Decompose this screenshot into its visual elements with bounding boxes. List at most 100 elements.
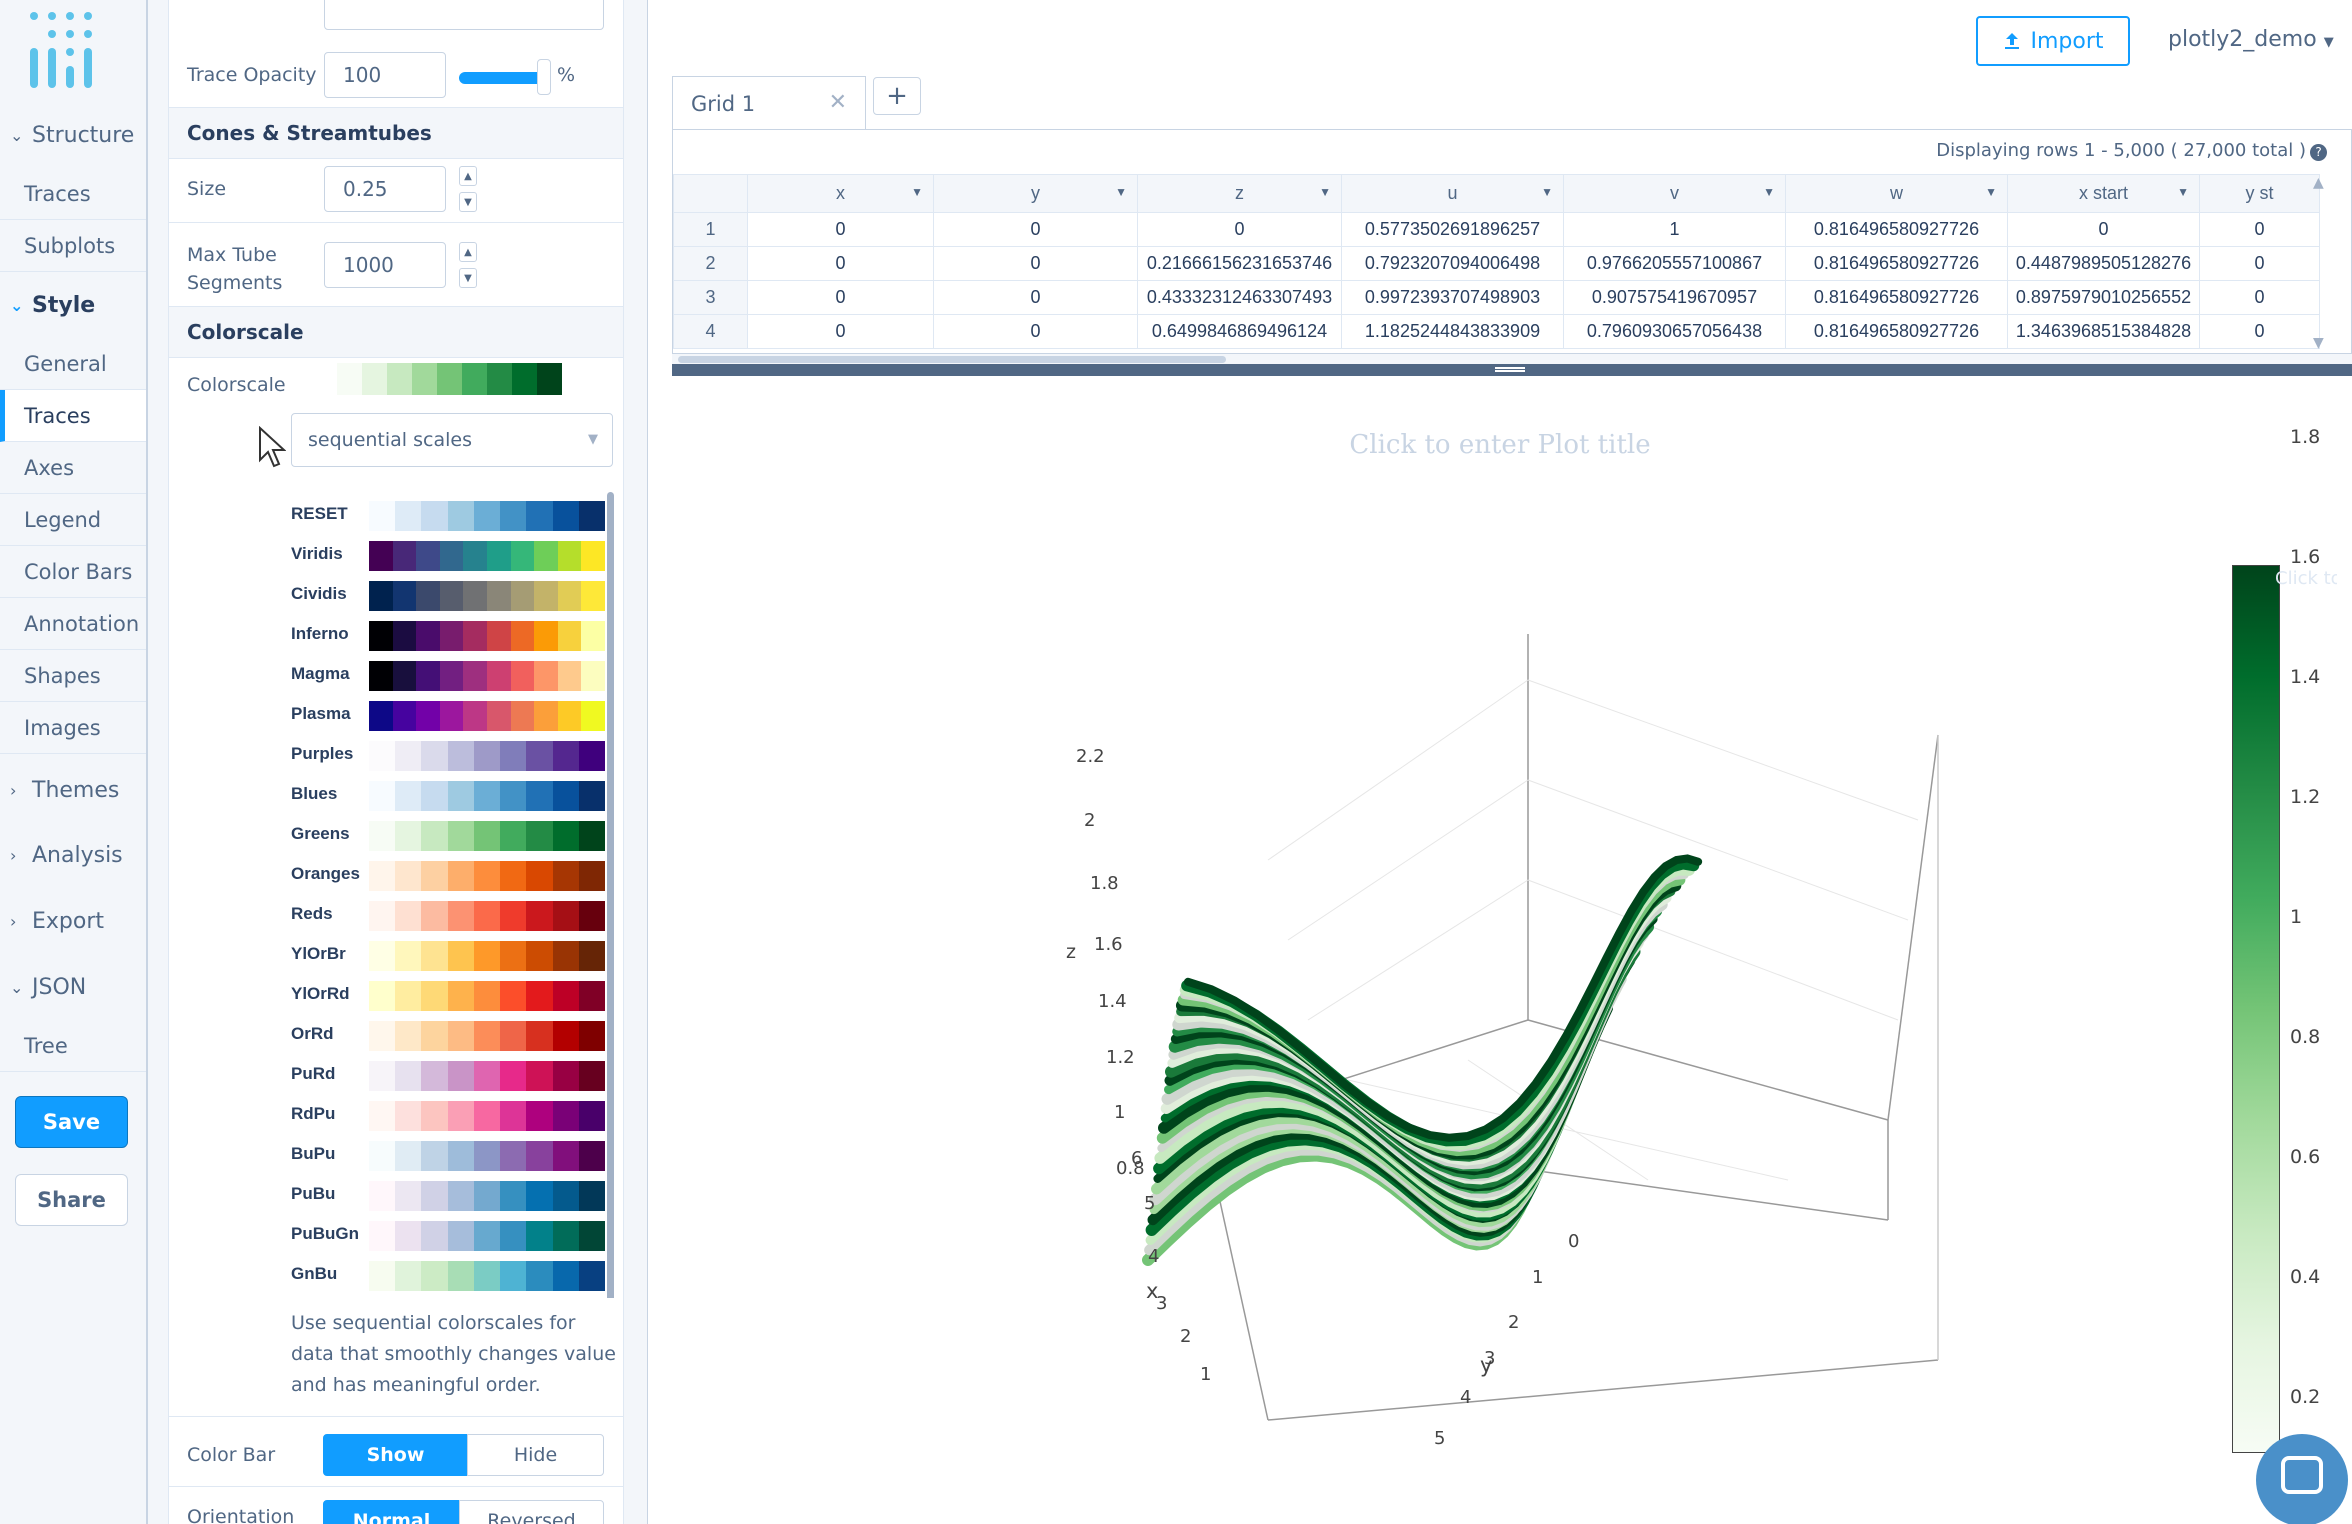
nav-item-axes[interactable]: Axes [0,442,146,494]
table-cell[interactable]: 0.816496580927726 [1785,212,2008,247]
column-header[interactable]: y st [2199,174,2320,213]
table-cell[interactable]: 1.1825244843833909 [1341,314,1564,349]
nav-item-subplots[interactable]: Subplots [0,220,146,272]
colorscale-option[interactable]: Purples [169,736,609,776]
colorscale-option[interactable]: GnBu [169,1256,609,1296]
row-number[interactable]: 3 [673,280,748,315]
table-cell[interactable]: 0 [1137,212,1342,247]
table-cell[interactable]: 0.21666156231653746 [1137,246,1342,281]
filter-icon[interactable]: ▼ [2177,185,2189,199]
table-cell[interactable]: 0 [933,314,1138,349]
filter-icon[interactable]: ▼ [1763,185,1775,199]
table-cell[interactable]: 1 [1563,212,1786,247]
colorscale-option[interactable]: BuPu [169,1136,609,1176]
colorbar[interactable] [2232,565,2280,1453]
table-cell[interactable]: 0 [2199,212,2320,247]
save-button[interactable]: Save [15,1096,128,1148]
column-header[interactable]: x start ▼ [2007,174,2200,213]
table-cell[interactable]: 0 [747,212,934,247]
colorbar-title-placeholder[interactable]: Click to enter Colorscale title [2275,568,2337,589]
table-row[interactable]: 2 0 0 0.21666156231653746 0.7923207094006498… [673,246,2320,281]
max-tube-increment-button[interactable]: ▲ [459,242,477,262]
colorscale-category-dropdown[interactable]: sequential scales ▼ [291,413,613,467]
colorscale-option[interactable]: YlOrBr [169,936,609,976]
table-row[interactable]: 3 0 0 0.43332312463307493 0.9972393707498903… [673,280,2320,315]
previous-input[interactable] [324,0,604,30]
table-cell[interactable]: 0.816496580927726 [1785,314,2008,349]
table-cell[interactable]: 0.6499846869496124 [1137,314,1342,349]
nav-item-color-bars[interactable]: Color Bars [0,546,146,598]
table-cell[interactable]: 0 [933,246,1138,281]
nav-item-images[interactable]: Images [0,702,146,754]
nav-item-structure-traces[interactable]: Traces [0,168,146,220]
table-cell[interactable]: 0.5773502691896257 [1341,212,1564,247]
grid-table[interactable]: x ▼ y ▼ z ▼ u ▼ v ▼ w ▼ x start ▼ y st 1 0 0 0 0.577350269… [673,174,2320,349]
colorscale-option[interactable]: Magma [169,656,609,696]
row-number[interactable]: 4 [673,314,748,349]
colorscale-option[interactable]: Reds [169,896,609,936]
nav-section-style[interactable]: ⌄ Style [0,278,146,332]
column-header[interactable]: v ▼ [1563,174,1786,213]
colorscale-option[interactable]: YlOrRd [169,976,609,1016]
nav-item-annotation[interactable]: Annotation [0,598,146,650]
filter-icon[interactable]: ▼ [911,185,923,199]
column-header[interactable]: y ▼ [933,174,1138,213]
row-number[interactable]: 2 [673,246,748,281]
row-number[interactable]: 1 [673,212,748,247]
colorscale-option[interactable]: Oranges [169,856,609,896]
scroll-down-icon[interactable]: ▼ [2313,335,2324,351]
colorscale-option[interactable]: RdPu [169,1096,609,1136]
table-cell[interactable]: 0.8975979010256552 [2007,280,2200,315]
table-cell[interactable]: 0.7960930657056438 [1563,314,1786,349]
trace-opacity-slider[interactable] [459,72,544,84]
column-header[interactable]: w ▼ [1785,174,2008,213]
size-decrement-button[interactable]: ▼ [459,192,477,212]
table-cell[interactable]: 0 [2199,280,2320,315]
colorscale-option[interactable]: PuRd [169,1056,609,1096]
table-cell[interactable]: 0.7923207094006498 [1341,246,1564,281]
table-cell[interactable]: 0 [2199,314,2320,349]
colorscale-list[interactable]: RESET Viridis Cividis Inferno Magma Plasma Pur… [169,482,623,1298]
colorscale-section-header[interactable]: Colorscale [169,306,623,358]
scrollbar-thumb[interactable] [678,356,1226,363]
size-increment-button[interactable]: ▲ [459,166,477,186]
table-row[interactable]: 1 0 0 0 0.5773502691896257 1 0.816496580927726… [673,212,2320,247]
filter-icon[interactable]: ▼ [1319,185,1331,199]
nav-section-json[interactable]: ⌄ JSON [0,960,146,1014]
table-cell[interactable]: 1.3463968515384828 [2007,314,2200,349]
table-cell[interactable]: 0.43332312463307493 [1137,280,1342,315]
nav-section-export[interactable]: › Export [0,894,146,948]
colorscale-option[interactable]: Blues [169,776,609,816]
table-cell[interactable]: 0.9972393707498903 [1341,280,1564,315]
colorscale-option[interactable]: PuBuGn [169,1216,609,1256]
column-header[interactable]: u ▼ [1341,174,1564,213]
table-cell[interactable]: 0.4487989505128276 [2007,246,2200,281]
streamtube-traces[interactable] [1142,854,1703,1266]
nav-item-general[interactable]: General [0,338,146,390]
data-grid[interactable]: Displaying rows 1 - 5,000 ( 27,000 total… [672,129,2352,354]
colorscale-option[interactable]: Cividis [169,576,609,616]
max-tube-segments-input[interactable]: 1000 [324,242,446,288]
trace-opacity-slider-handle[interactable] [537,59,551,95]
colorbar-show-button[interactable]: Show [323,1434,468,1476]
colorscale-option[interactable]: Plasma [169,696,609,736]
plot-title-placeholder[interactable]: Click to enter Plot title [1349,430,1651,460]
table-cell[interactable]: 0 [2007,212,2200,247]
colorscale-option[interactable]: RESET [169,496,609,536]
orientation-reversed-button[interactable]: Reversed [459,1500,604,1524]
nav-item-legend[interactable]: Legend [0,494,146,546]
colorscale-option[interactable]: OrRd [169,1016,609,1056]
filter-icon[interactable]: ▼ [1541,185,1553,199]
table-cell[interactable]: 0 [747,246,934,281]
table-cell[interactable]: 0 [2199,246,2320,281]
nav-item-tree[interactable]: Tree [0,1020,146,1072]
colorscale-list-scrollbar[interactable] [607,492,614,1298]
share-button[interactable]: Share [15,1174,128,1226]
table-cell[interactable]: 0.907575419670957 [1563,280,1786,315]
close-icon[interactable]: ✕ [828,90,847,115]
trace-opacity-input[interactable]: 100 [324,52,446,98]
table-cell[interactable]: 0 [747,314,934,349]
tab-grid-1[interactable]: Grid 1 ✕ [672,76,866,130]
nav-item-shapes[interactable]: Shapes [0,650,146,702]
colorscale-option[interactable]: Viridis [169,536,609,576]
